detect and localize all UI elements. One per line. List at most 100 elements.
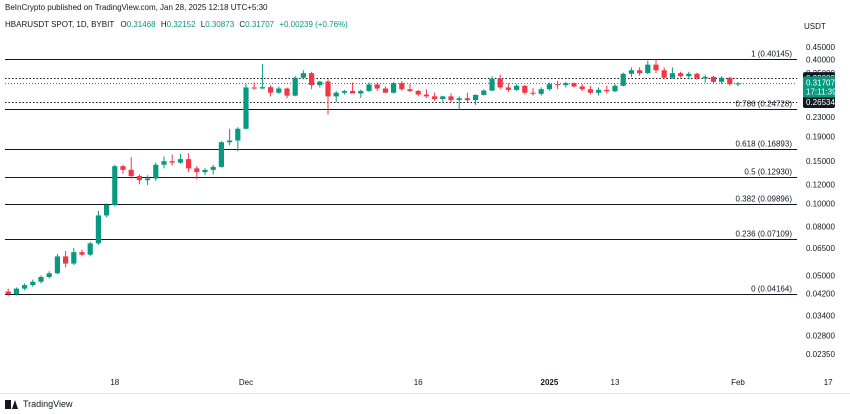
candle-body [514,85,520,90]
candle-body [579,86,585,90]
current-price-badge [803,76,835,98]
currency-label[interactable]: USDT [804,22,826,31]
candle-body [333,92,339,97]
candle-body [268,87,274,93]
tradingview-logo[interactable]: TradingView [5,399,73,409]
publisher-header: BeInCrypto published on TradingView.com,… [5,3,267,12]
candle-body [407,89,413,91]
candle-body [620,73,626,86]
candle-body [284,88,290,96]
candle-body [440,96,446,99]
candle-body [169,161,175,163]
y-tick-label-14: 0.02800 [806,332,835,341]
candle-body [112,166,118,205]
candle-body [423,94,429,97]
tradingview-brand-text: TradingView [23,399,73,409]
candles [5,59,741,297]
candle-body [153,164,159,179]
candle-body [415,90,421,95]
candle-body [227,140,233,143]
close-label: C [239,20,246,29]
candle-body [350,90,356,94]
high-value: 0.32152 [166,20,196,29]
candle-body [235,128,241,141]
candle-body [637,70,643,74]
x-tick-label-6: 17 [824,378,833,387]
candle-body [669,73,675,78]
time-axis[interactable]: 18 Dec 16 2025 13 Feb 17 [110,378,833,387]
candle-body [317,81,323,86]
low-value: 0.30873 [205,20,235,29]
candle-body [587,89,593,93]
y-tick-label-0: 0.45000 [806,43,835,52]
candle-body [292,77,298,96]
candle-body [63,256,69,264]
candle-body [612,85,618,92]
candle-body [366,84,372,91]
candle-body [702,76,708,79]
candle-body [95,215,101,244]
candle-body [341,90,347,93]
current-price-label: 0.31707 [806,78,835,87]
candle-body [87,243,93,255]
candle-body [374,84,380,89]
fib-level-label-4: 0.382 (0.09896) [736,195,793,204]
candle-body [46,273,52,278]
candle-body [391,83,397,93]
fib-level-label-3: 0.5 (0.12930) [744,168,792,177]
candle-body [645,64,651,74]
candle-body [145,178,151,181]
candle-body [522,85,528,93]
candle-body [79,252,85,255]
candle-body [177,159,183,163]
candle-body [497,78,503,88]
y-tick-label-6: 0.15000 [806,157,835,166]
candle-body [530,92,536,94]
footer-bar: TradingView [0,393,850,414]
x-tick-label-5: Feb [731,378,745,387]
candle-body [161,161,167,165]
high-label: H [160,20,167,29]
x-tick-label-3: 2025 [541,378,559,387]
y-tick-label-1: 0.40000 [806,55,835,64]
candle-body [325,81,331,97]
candle-body [259,87,265,89]
publisher-text: BeInCrypto published on TradingView.com,… [5,3,268,12]
candle-body [686,73,692,77]
candle-body [555,84,561,86]
y-tick-label-11: 0.05000 [806,271,835,280]
candle-body [186,159,192,169]
y-tick-label-15: 0.02350 [806,350,835,359]
candle-body [71,252,77,264]
candle-body [309,73,315,86]
open-label: O [120,20,127,29]
candle-body [710,76,716,82]
price-axis[interactable]: 0.450000.400000.350000.300000.230000.190… [806,43,835,359]
candle-body [464,98,470,101]
fib-level-label-2: 0.618 (0.16893) [736,140,793,149]
candle-body [727,77,733,85]
price-badge-label-1: 0.26534 [806,98,835,107]
candle-body [136,176,142,181]
low-label: L [200,20,206,29]
candle-body [505,87,511,90]
candle-body [538,89,544,94]
candle-body [678,73,684,77]
candle-body [661,70,667,78]
candle-body [653,64,659,71]
x-tick-label-0: 18 [110,378,119,387]
candle-body [481,90,487,95]
candle-body [276,88,282,93]
symbol-label[interactable]: HBARUSDT SPOT, 1D, BYBIT [5,20,115,29]
candle-body [300,73,306,78]
fib-level-label-0: 1 (0.40145) [751,50,792,59]
candle-body [628,70,634,74]
price-badge-1 [803,95,835,108]
candle-body [563,83,569,86]
candle-body [694,73,700,79]
y-tick-label-8: 0.10000 [806,199,835,208]
x-tick-label-1: Dec [239,378,253,387]
candle-body [382,88,388,93]
